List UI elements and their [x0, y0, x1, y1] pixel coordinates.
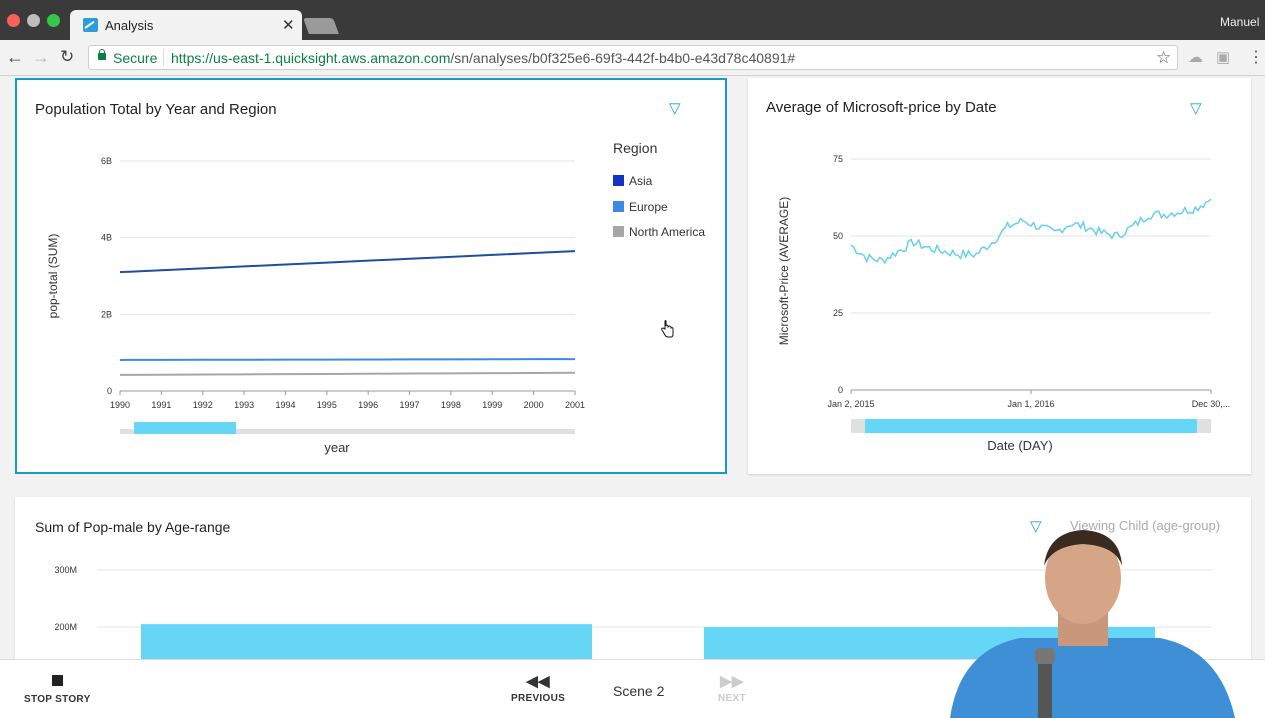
next-scene-button[interactable]: ▶▶ NEXT	[718, 672, 746, 704]
visual-title: Sum of Pop-male by Age-range	[35, 519, 231, 535]
x-tick-label: 1999	[482, 400, 502, 410]
series-line-europe	[119, 358, 576, 361]
secure-label: Secure	[113, 50, 158, 66]
x-tick-label: 1998	[441, 400, 461, 410]
range-slider-track	[120, 429, 575, 434]
pop-male-visual[interactable]: Sum of Pop-male by Age-range ▽ Viewing C…	[15, 497, 1251, 667]
close-tab-icon[interactable]: ✕	[282, 17, 295, 34]
scene-label: Scene 2	[613, 683, 665, 699]
y-tick-label: 25	[833, 308, 843, 318]
legend-label: North America	[629, 225, 706, 239]
x-axis-title: year	[324, 440, 350, 455]
visual-title: Average of Microsoft-price by Date	[766, 99, 997, 116]
legend-item-north-america[interactable]: North America	[613, 225, 705, 239]
series-line-asia	[119, 250, 576, 274]
filter-icon[interactable]: ▽	[1030, 518, 1042, 535]
y-tick-label: 75	[833, 154, 843, 164]
close-window-button[interactable]	[7, 14, 20, 27]
y-tick-label: 50	[833, 231, 843, 241]
microsoft-line-chart[interactable]: 0 25 50 75 Jan 2, 2015 Jan 1, 2016 Dec 30,... D…	[748, 78, 1251, 474]
legend-item-asia[interactable]: Asia	[613, 174, 652, 188]
x-tick-label: Jan 1, 2016	[1007, 399, 1054, 409]
previous-scene-button[interactable]: ◀◀ PREVIOUS	[511, 672, 565, 704]
stop-story-button[interactable]: STOP STORY	[24, 674, 91, 705]
url-divider	[163, 49, 164, 66]
y-axis-title: pop-total (SUM)	[46, 234, 60, 319]
series-line-microsoft-price	[850, 198, 1212, 265]
population-line-chart[interactable]: 0 2B 4B 6B 1990 1991 1992 1993 1994 1995 1996 1997 1…	[17, 80, 725, 472]
hand-cursor-icon	[661, 320, 674, 338]
browser-tab-analysis[interactable]: Analysis ✕	[70, 10, 302, 40]
y-tick-label: 0	[107, 386, 112, 396]
url-scheme: https://	[171, 50, 214, 66]
url-path: /sn/analyses/b0f325e6-69f3-442f-b4b0-e43…	[450, 50, 796, 66]
extension-camera-icon[interactable]: ▣	[1216, 49, 1231, 66]
maximize-window-button[interactable]	[47, 14, 60, 27]
y-tick-label: 0	[838, 385, 843, 395]
y-tick-label: 300M	[54, 565, 77, 575]
stop-icon	[51, 675, 63, 686]
filter-icon[interactable]: ▽	[1190, 100, 1202, 117]
x-tick-label: Dec 30,...	[1192, 399, 1231, 409]
y-axis-title: Microsoft-Price (AVERAGE)	[777, 197, 791, 345]
legend-swatch	[613, 226, 624, 237]
legend-title: Region	[613, 140, 658, 156]
legend-swatch	[613, 201, 624, 212]
stop-story-label: STOP STORY	[24, 694, 91, 705]
x-tick-label: 1992	[193, 400, 213, 410]
new-tab-button[interactable]	[303, 18, 339, 34]
x-tick-label: 2000	[524, 400, 544, 410]
minimize-window-button[interactable]	[27, 14, 40, 27]
previous-label: PREVIOUS	[511, 693, 566, 704]
series-line-north-america	[119, 371, 576, 376]
x-tick-label: 1997	[400, 400, 420, 410]
url-text[interactable]: https://us-east-1.quicksight.aws.amazon.…	[171, 50, 795, 66]
x-tick-label: 1996	[358, 400, 378, 410]
y-tick-label: 6B	[101, 156, 112, 166]
bookmark-star-icon[interactable]: ☆	[1156, 48, 1172, 67]
browser-toolbar: ← → ↻ Secure https://us-east-1.quicksigh…	[0, 40, 1265, 76]
browser-menu-icon[interactable]: ⋮	[1248, 49, 1264, 66]
filter-icon[interactable]: ▽	[669, 100, 681, 117]
forward-arrow-icon[interactable]: →	[32, 47, 50, 67]
profile-user-name[interactable]: Manuel	[1220, 15, 1260, 29]
tab-title: Analysis	[105, 18, 154, 33]
legend-label: Europe	[629, 200, 668, 214]
address-bar[interactable]: Secure https://us-east-1.quicksight.aws.…	[88, 45, 1178, 70]
range-slider-handle	[134, 422, 236, 434]
next-label: NEXT	[718, 693, 746, 704]
x-tick-label: 1994	[275, 400, 295, 410]
url-host: us-east-1.quicksight.aws.amazon.com	[213, 50, 451, 66]
rewind-icon: ◀◀	[526, 673, 550, 690]
y-tick-label: 200M	[54, 622, 77, 632]
window-titlebar: Analysis ✕ Manuel	[0, 0, 1265, 40]
visual-title: Population Total by Year and Region	[35, 101, 277, 118]
quicksight-favicon-icon	[83, 18, 98, 32]
legend-item-europe[interactable]: Europe	[613, 200, 668, 214]
x-tick-label: 1993	[234, 400, 254, 410]
x-tick-label: 1995	[317, 400, 337, 410]
back-arrow-icon[interactable]: ←	[6, 47, 24, 67]
x-axis-title: Date (DAY)	[987, 438, 1053, 453]
extension-cloud-icon[interactable]: ☁	[1188, 49, 1203, 66]
y-tick-label: 4B	[101, 233, 112, 243]
y-tick-label: 2B	[101, 309, 112, 319]
reload-icon[interactable]: ↻	[60, 47, 75, 66]
microsoft-visual[interactable]: Average of Microsoft-price by Date ▽ 0 25…	[748, 78, 1251, 474]
legend-swatch	[613, 175, 624, 186]
presenter-video-overlay	[950, 530, 1235, 718]
range-slider-handle	[865, 419, 1197, 433]
population-visual[interactable]: Population Total by Year and Region ▽ 0 2…	[15, 78, 727, 474]
drill-status-label: Viewing Child (age-group)	[1070, 518, 1221, 533]
lock-icon	[98, 49, 106, 60]
x-tick-label: 1990	[110, 400, 130, 410]
fast-forward-icon: ▶▶	[720, 673, 744, 690]
legend-label: Asia	[629, 174, 653, 188]
x-tick-label: 2001	[565, 400, 585, 410]
x-tick-label: Jan 2, 2015	[827, 399, 874, 409]
x-tick-label: 1991	[151, 400, 171, 410]
